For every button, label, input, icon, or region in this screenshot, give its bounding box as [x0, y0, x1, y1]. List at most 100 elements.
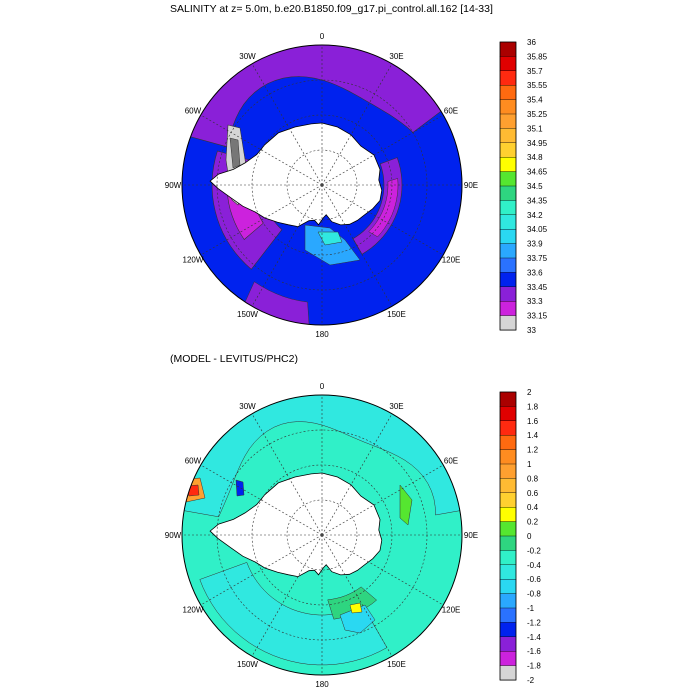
colorbar-swatch: [499, 406, 517, 422]
longitude-label: 120E: [442, 256, 461, 265]
longitude-line: [200, 464, 323, 536]
colorbar-tick-label: 1.6: [527, 417, 539, 426]
colorbar-tick-label: -0.2: [527, 546, 541, 555]
colorbar-swatch: [499, 535, 517, 551]
colorbar-swatch: [499, 113, 517, 129]
colorbar-tick-label: 34.05: [527, 225, 548, 234]
colorbar-tick-label: -1.2: [527, 618, 541, 627]
longitude-label: 60W: [185, 107, 202, 116]
colorbar-tick-label: 0.2: [527, 518, 539, 527]
colorbar-tick-label: 33.6: [527, 268, 543, 277]
colorbar-swatch: [499, 243, 517, 259]
colorbar-swatch: [499, 128, 517, 144]
colorbar-tick-label: -0.4: [527, 561, 541, 570]
colorbar-swatch: [499, 84, 517, 101]
longitude-label: 150W: [237, 660, 258, 669]
longitude-line: [200, 114, 323, 186]
diff-band-minus-1.0-peninsula: [235, 479, 245, 497]
longitude-label: 30W: [239, 402, 256, 411]
colorbar-tick-label: 0.8: [527, 474, 539, 483]
colorbar-swatch: [499, 301, 517, 317]
longitude-label: 150W: [237, 310, 258, 319]
longitude-label: 0: [320, 382, 325, 391]
colorbar-swatch: [499, 99, 517, 115]
longitude-label: 60E: [444, 457, 458, 466]
colorbar-tick-label: 34.8: [527, 153, 543, 162]
longitude-label: 0: [320, 32, 325, 41]
longitude-line: [251, 63, 323, 186]
salinity-map: 0 30E 60E 90E 120E 150E 180 150W 120W 90W 60W 30W 36…: [165, 32, 548, 339]
longitude-line: [200, 184, 323, 256]
longitude-label: 90E: [464, 181, 478, 190]
colorbar-tick-label: 35.85: [527, 52, 548, 61]
colorbar-swatch: [499, 651, 517, 667]
map-plot: 0 30E 60E 90E 120E 150E 180 150W 120W 90W 60W 30W: [165, 382, 478, 689]
colorbar-tick-label: 35.4: [527, 96, 543, 105]
colorbar-swatch: [499, 228, 517, 245]
colorbar-tick-label: 34.35: [527, 196, 548, 205]
colorbar-swatch: [499, 70, 517, 86]
colorbar-tick-label: 33.15: [527, 312, 548, 321]
colorbar-frame: [499, 41, 517, 331]
colorbar-swatch: [499, 665, 517, 681]
colorbar-swatch: [499, 521, 517, 537]
colorbar-swatch: [499, 391, 517, 407]
colorbar-swatch: [499, 607, 517, 623]
longitude-line: [251, 184, 323, 307]
longitude-line: [251, 534, 323, 657]
colorbar: 2 1.8 1.6 1.4 1.2 1 0.8 0.6 0.4 0.2 0 -0.2 -0.4 -0.6 -…: [499, 388, 541, 685]
diff-band-0.6-southeast: [349, 602, 363, 614]
longitude-label: 90W: [165, 531, 182, 540]
colorbar-tick-label: -1.8: [527, 662, 541, 671]
salinity-band-33.15-peninsula: [229, 137, 241, 169]
longitude-label: 30E: [389, 52, 403, 61]
colorbar-swatch: [499, 257, 517, 273]
longitude-line: [321, 534, 393, 657]
colorbar-tick-label: -1.4: [527, 633, 541, 642]
colorbar-tick-label: 1.2: [527, 446, 539, 455]
colorbar-tick-label: 33: [527, 326, 536, 335]
graticule: [182, 45, 462, 325]
salinity-difference-map: 0 30E 60E 90E 120E 150E 180 150W 120W 90W 60W 30W 2 1…: [165, 382, 542, 689]
longitude-label: 120W: [183, 256, 204, 265]
bottom-map-title: (MODEL - LEVITUS/PHC2): [170, 353, 298, 365]
antarctica-landmass: [209, 122, 383, 228]
colorbar-swatch: [499, 56, 517, 72]
longitude-label: 90W: [165, 181, 182, 190]
colorbar-swatch: [499, 214, 517, 230]
colorbar-swatch: [499, 578, 517, 595]
colorbar-swatch: [499, 564, 517, 580]
colorbar-tick-label: 34.95: [527, 139, 548, 148]
colorbar-swatch: [499, 506, 517, 523]
longitude-line: [321, 114, 444, 186]
colorbar-swatch: [499, 550, 517, 566]
colorbar-swatch: [499, 142, 517, 158]
colorbar-swatch: [499, 200, 517, 216]
longitude-label: 150E: [387, 310, 406, 319]
antarctica-landmass: [209, 472, 383, 578]
graticule: [182, 395, 462, 675]
colorbar-swatch: [499, 593, 517, 609]
colorbar-tick-label: 35.1: [527, 124, 543, 133]
colorbar-swatch: [499, 185, 517, 201]
colorbar-tick-label: -0.6: [527, 575, 541, 584]
longitude-line: [251, 413, 323, 536]
longitude-line: [321, 464, 444, 536]
colorbar-tick-label: 0.4: [527, 503, 539, 512]
colorbar-tick-label: 1: [527, 460, 532, 469]
top-map-title: SALINITY at z= 5.0m, b.e20.B1850.f09_g17…: [170, 3, 493, 15]
colorbar: 36 35.85 35.7 35.55 35.4 35.25 35.1 34.95 34.8 34…: [499, 38, 548, 335]
colorbar-tick-label: 0.6: [527, 489, 539, 498]
longitude-line: [321, 184, 444, 256]
map-plot: 0 30E 60E 90E 120E 150E 180 150W 120W 90W 60W 30W: [165, 32, 478, 339]
longitude-line: [321, 534, 444, 606]
colorbar-tick-label: 33.9: [527, 240, 543, 249]
latitude-circle: [286, 499, 358, 571]
map-border: [181, 394, 463, 676]
colorbar-tick-label: 34.65: [527, 168, 548, 177]
latitude-circle: [286, 149, 358, 221]
colorbar-tick-label: 34.2: [527, 211, 543, 220]
longitude-label: 150E: [387, 660, 406, 669]
colorbar-tick-label: 0: [527, 532, 532, 541]
longitude-line: [200, 534, 323, 606]
